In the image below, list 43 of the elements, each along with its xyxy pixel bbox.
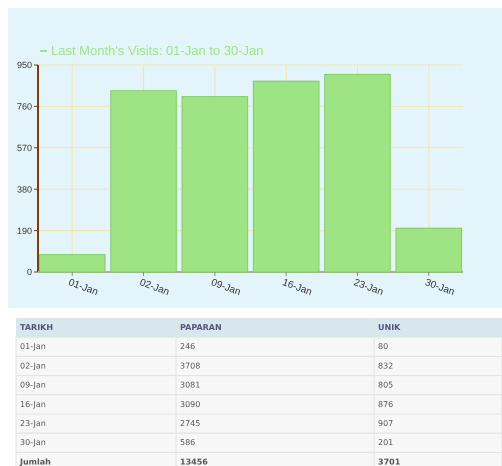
data-label: 201: [378, 438, 394, 448]
bar: [252, 80, 320, 272]
data-label: 586: [180, 438, 196, 448]
data-label: 2745: [180, 419, 200, 428]
data-label: 3701: [378, 457, 401, 466]
data-label: 907: [378, 419, 394, 428]
data-label: 246: [180, 342, 196, 352]
data-label: 3090: [180, 400, 200, 409]
bar: [324, 74, 391, 272]
x-tick-label: 02-Jan: [138, 277, 171, 298]
x-tick-label: 16-Jan: [280, 277, 314, 298]
category-label: 01-Jan: [20, 342, 46, 352]
bar: [110, 90, 177, 272]
y-tick-label: 760: [16, 102, 32, 112]
data-label: 876: [378, 400, 394, 409]
category-label: 09-Jan: [20, 380, 46, 390]
y-tick-label: 190: [16, 226, 32, 236]
series-label: Last Month's Visits: 01-Jan to 30-Jan: [51, 43, 264, 58]
x-tick-label: 09-Jan: [209, 277, 242, 298]
category-label: 30-Jan: [20, 438, 46, 448]
bar: [38, 254, 106, 272]
data-label: 3081: [180, 380, 200, 390]
bar: [395, 228, 462, 272]
data-label: 832: [378, 361, 394, 370]
category-label: 16-Jan: [20, 400, 46, 409]
y-tick-label: 950: [16, 60, 32, 70]
data-label: 3708: [180, 361, 200, 370]
data-label: 13456: [180, 457, 208, 466]
y-tick-label: 570: [16, 142, 32, 153]
data-label: 805: [378, 380, 394, 390]
series-label: PAPARAN: [180, 323, 222, 332]
data-label: 80: [378, 342, 388, 352]
text: TARIKH: [20, 323, 54, 332]
x-tick-label: 23-Jan: [352, 277, 385, 298]
category-label: 02-Jan: [20, 361, 46, 370]
x-tick-label: 01-Jan: [66, 277, 100, 298]
bar: [182, 96, 248, 272]
category-label: 23-Jan: [20, 419, 46, 428]
text: UNIK: [378, 323, 402, 332]
x-tick-label: 30-Jan: [423, 277, 456, 298]
category-label: Jumlah: [19, 457, 52, 466]
y-tick-label: 380: [16, 184, 32, 194]
y-tick-label: 0: [26, 267, 32, 278]
